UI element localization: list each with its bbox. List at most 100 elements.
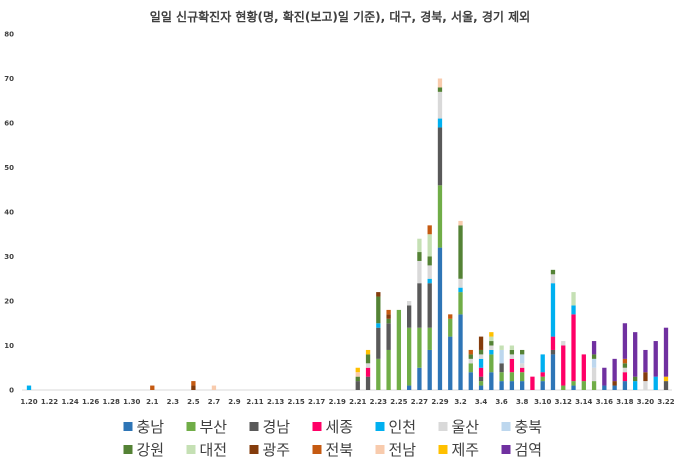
bar-segment-충남-2.26 [407, 385, 412, 390]
bar-segment-부산-3.10 [540, 376, 545, 382]
bar-segment-광주-2.5 [191, 385, 196, 390]
bar-segment-제주-3.5 [489, 332, 494, 337]
x-tick-label: 3.4 [475, 398, 488, 406]
bar-segment-충남-3.10 [540, 381, 545, 390]
bars-group [26, 78, 669, 390]
y-tick-label: 10 [4, 342, 14, 350]
bar-segment-전남-2.7 [211, 385, 217, 390]
bar-segment-부산-3.2 [458, 292, 463, 315]
bar-segment-대전-3.13 [571, 292, 576, 306]
x-tick-label: 1.22 [41, 398, 58, 406]
x-tick-label: 1.20 [20, 398, 37, 406]
bar-segment-세종-3.8 [520, 367, 525, 373]
bar-segment-검역-3.19 [633, 332, 638, 377]
bar-segment-강원-3.18 [622, 363, 628, 368]
legend-swatch [438, 445, 448, 454]
bar-segment-경남-3.22 [663, 381, 669, 390]
legend-label: 전남 [389, 441, 417, 459]
x-tick-label: 2.5 [187, 398, 200, 406]
x-tick-label: 3.22 [657, 398, 674, 406]
chart-title: 일일 신규확진자 현황(명, 확진(보고)일 기준), 대구, 경북, 서울, … [150, 9, 530, 24]
legend-label: 전북 [326, 441, 354, 459]
x-tick-label: 1.26 [82, 398, 99, 406]
bar-segment-강원-2.22 [365, 354, 371, 364]
x-tick-label: 2.27 [411, 398, 428, 406]
legend-label: 인천 [389, 418, 417, 436]
bar-segment-대전-2.28 [427, 234, 432, 257]
bar-segment-충북-3.6 [499, 349, 504, 364]
bar-segment-경남-2.27 [417, 283, 422, 328]
bar-segment-전남-3.2 [458, 220, 463, 226]
x-tick-label: 3.12 [555, 398, 572, 406]
bar-segment-강원-2.24 [386, 318, 391, 324]
bar-segment-충남-3.7 [509, 381, 515, 390]
bar-segment-부산-2.26 [407, 327, 412, 386]
y-tick-label: 60 [4, 120, 14, 128]
bar-segment-제주-2.22 [365, 349, 371, 355]
y-tick-label: 20 [4, 298, 14, 306]
bar-segment-충남-3.16 [602, 385, 607, 390]
x-tick-label: 2.15 [287, 398, 304, 406]
bar-segment-세종-3.4 [478, 367, 484, 377]
bar-segment-세종-3.12 [561, 345, 566, 386]
bar-segment-충남-3.1 [448, 336, 453, 390]
bar-segment-강원-3.4 [478, 349, 484, 355]
x-tick-label: 3.8 [516, 398, 529, 406]
legend-swatch [375, 445, 385, 454]
legend-swatch [501, 422, 511, 431]
bar-segment-검역-3.17 [612, 358, 617, 382]
bar-segment-부산-3.8 [520, 372, 525, 382]
bar-segment-인천-3.13 [571, 305, 576, 315]
bar-segment-울산-3.2 [458, 278, 463, 288]
legend-label: 세종 [326, 418, 354, 436]
legend-swatch [375, 422, 385, 431]
bar-segment-강원-3.7 [509, 349, 515, 355]
bar-segment-울산-3.5 [489, 345, 494, 350]
bar-segment-전북-2.1 [150, 385, 155, 390]
legend-swatch [501, 445, 511, 454]
bar-segment-대전-3.6 [499, 345, 504, 350]
bar-segment-인천-3.21 [653, 376, 658, 390]
bar-segment-충북-3.8 [520, 354, 525, 364]
bar-segment-충북-3.15 [591, 358, 597, 368]
legend-swatch [249, 445, 259, 454]
bar-segment-전북-3.1 [448, 314, 453, 319]
bar-segment-부산-2.27 [417, 327, 422, 368]
y-tick-label: 50 [4, 164, 14, 172]
bar-segment-경남-2.26 [407, 305, 412, 328]
bar-segment-부산-3.14 [581, 381, 586, 390]
bar-segment-충남-3.6 [499, 381, 504, 390]
bar-segment-강원-3.3 [468, 354, 473, 359]
x-tick-label: 2.23 [370, 398, 387, 406]
bar-segment-광주-3.20 [643, 372, 648, 382]
bar-segment-광주-3.4 [478, 336, 484, 350]
bar-segment-세종-3.13 [571, 314, 576, 382]
legend-label: 대전 [200, 441, 228, 459]
bar-segment-강원-3.19 [633, 376, 638, 382]
bar-segment-경남-2.21 [355, 381, 360, 390]
bar-segment-강원-2.27 [417, 252, 422, 261]
legend-swatch [123, 445, 133, 454]
bar-segment-경남-2.24 [386, 323, 391, 350]
bar-segment-충남-2.28 [427, 349, 432, 390]
bar-segment-울산-2.26 [407, 301, 412, 306]
x-tick-label: 2.13 [267, 398, 284, 406]
x-tick-label: 3.16 [596, 398, 613, 406]
bar-segment-제주-2.21 [355, 367, 360, 373]
legend-label: 충북 [515, 418, 543, 436]
bar-segment-울산-2.22 [365, 363, 371, 368]
bar-segment-강원-3.15 [591, 354, 597, 359]
x-tick-label: 2.29 [431, 398, 448, 406]
legend-label: 울산 [452, 418, 480, 436]
x-tick-label: 3.6 [495, 398, 508, 406]
bar-segment-부산-2.29 [437, 185, 443, 248]
x-tick-label: 3.20 [637, 398, 654, 406]
bar-segment-울산-3.7 [509, 354, 515, 359]
legend-swatch [249, 422, 259, 431]
bar-segment-전북-2.28 [427, 225, 432, 235]
legend-swatch [186, 422, 196, 431]
bar-segment-부산-3.13 [571, 381, 576, 386]
